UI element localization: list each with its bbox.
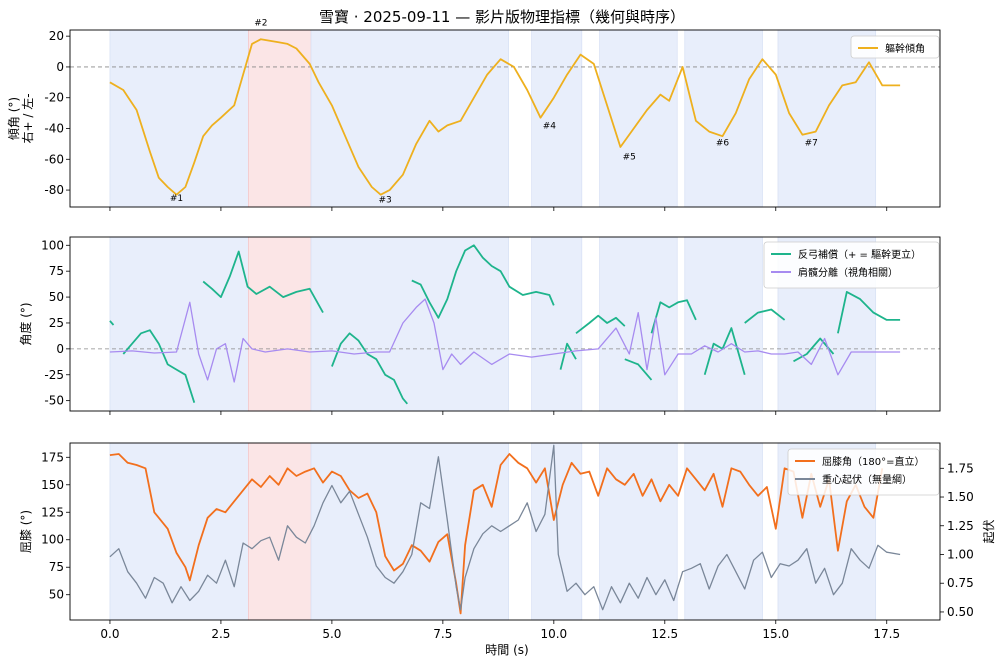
segment-band <box>310 442 509 621</box>
y-right-axis-label: 起伏 <box>982 519 996 543</box>
figure-title: 雪寶 · 2025-09-11 — 影片版物理指標（幾何與時序） <box>319 8 685 26</box>
y-tick-label: 175 <box>41 450 64 464</box>
y-tick-label: -50 <box>44 394 64 408</box>
segment-band <box>684 236 763 412</box>
segment-band <box>599 442 678 621</box>
y-tick-label: 75 <box>49 264 64 278</box>
y-tick-label: -20 <box>44 91 64 105</box>
y-tick-label: 25 <box>49 316 64 330</box>
series-line-1 <box>109 38 901 196</box>
legend-label: 屈膝角（180°=直立） <box>822 455 924 468</box>
series-line-1 <box>744 308 786 324</box>
peak-annotation: #5 <box>623 152 636 162</box>
y-tick-label: 100 <box>41 238 64 252</box>
segment-band <box>531 29 583 208</box>
series-line-1 <box>202 250 324 314</box>
y-tick-label: -60 <box>44 152 64 166</box>
y-tick-label: 50 <box>49 588 64 602</box>
legend-box <box>763 241 940 289</box>
segment-band <box>531 236 583 412</box>
series-line-2 <box>109 298 901 383</box>
legend: 屈膝角（180°=直立） 重心起伏（無量綱） <box>787 448 940 496</box>
legend: 反弓補償（+ = 驅幹更立） 肩髖分離（視角相關） <box>763 241 940 289</box>
legend-label: 重心起伏（無量綱） <box>822 473 912 486</box>
y-right-tick-label: 1.00 <box>947 547 974 561</box>
series-line-1 <box>650 299 697 334</box>
x-tick-label: 15.0 <box>762 627 789 641</box>
plot-frame <box>69 442 941 621</box>
x-tick-label: 7.5 <box>433 627 452 641</box>
y-tick-label: 50 <box>49 290 64 304</box>
x-tick-label: 10.0 <box>540 627 567 641</box>
y-tick-label: 20 <box>49 29 64 43</box>
segment-band <box>310 236 509 412</box>
segment-band <box>684 29 763 208</box>
segment-band <box>248 29 312 208</box>
peak-annotation: #3 <box>379 195 392 205</box>
series-line-1 <box>109 453 884 615</box>
peak-annotation: #4 <box>543 122 557 132</box>
segment-band <box>599 29 678 208</box>
segment-band <box>248 442 312 621</box>
y-tick-label: 100 <box>41 533 64 547</box>
legend: 軀幹傾角 <box>850 35 940 59</box>
segment-band <box>109 236 249 412</box>
series-line-1 <box>331 332 408 405</box>
y-tick-label: 75 <box>49 560 64 574</box>
series-line-1 <box>411 244 555 319</box>
y-tick-label: 0 <box>56 60 64 74</box>
x-axis-label: 時間 (s) <box>485 643 528 657</box>
segment-band <box>109 29 249 208</box>
legend-label: 反弓補償（+ = 驅幹更立） <box>798 248 921 261</box>
panel-3: 175 150 125 100 75 50 1.75 1.50 1.25 1.00 0.75 0.50… <box>19 442 996 641</box>
x-tick-label: 17.5 <box>873 627 900 641</box>
y-tick-label: -80 <box>44 183 64 197</box>
segment-band <box>109 442 249 621</box>
y-right-tick-label: 1.50 <box>947 490 974 504</box>
x-tick-label: 12.5 <box>651 627 678 641</box>
segment-band <box>310 29 509 208</box>
peak-annotation: #7 <box>805 138 818 148</box>
y-right-tick-label: 0.50 <box>947 605 974 619</box>
y-tick-label: 125 <box>41 505 64 519</box>
x-tick-label: 0.0 <box>100 627 119 641</box>
y-axis-label: 傾角 (°) <box>7 97 21 140</box>
segment-band <box>599 236 678 412</box>
plot-frame <box>69 29 941 208</box>
segment-band <box>777 29 877 208</box>
series-line-1 <box>559 342 577 370</box>
series-line-1 <box>122 329 196 403</box>
panel-1: #1 #2 #3 #4 #5 #6 #7 20 0 -20 -40 -60 -80 傾角 (°) 右+ / … <box>7 18 941 211</box>
y-right-tick-label: 0.75 <box>947 576 974 590</box>
y-tick-label: 150 <box>41 478 64 492</box>
y-tick-label: 0 <box>56 342 64 356</box>
segment-band <box>248 236 312 412</box>
peak-annotation: #6 <box>716 138 730 148</box>
y-axis-label: 屈膝 (°) <box>19 510 33 553</box>
legend-label: 肩髖分離（視角相關） <box>798 266 898 279</box>
legend-box <box>850 35 940 59</box>
series-line-2 <box>109 444 901 611</box>
x-tick-label: 5.0 <box>322 627 341 641</box>
peak-annotation: #2 <box>254 18 267 28</box>
panel-2: 100 75 50 25 0 -25 -50 角度 (°) 反弓補償（+ = 驅幹更立） 肩髖分離… <box>18 236 941 415</box>
y-right-tick-label: 1.25 <box>947 519 974 533</box>
series-line-1 <box>837 290 901 334</box>
series-line-1 <box>624 358 653 381</box>
legend-label: 軀幹傾角 <box>885 42 925 55</box>
legend-box <box>787 448 940 496</box>
panels: #1 #2 #3 #4 #5 #6 #7 20 0 -20 -40 -60 -80 傾角 (°) 右+ / … <box>7 18 996 641</box>
y-axis-label: 角度 (°) <box>18 302 33 345</box>
y-tick-label: -25 <box>44 368 64 382</box>
segment-band <box>684 442 763 621</box>
y-tick-label: -40 <box>44 122 64 136</box>
x-tick-label: 2.5 <box>211 627 230 641</box>
series-line-1 <box>575 314 626 335</box>
plot-frame <box>69 236 941 412</box>
y-axis-label: 右+ / 左- <box>20 93 35 143</box>
peak-annotation: #1 <box>170 194 183 204</box>
series-line-1 <box>109 320 115 326</box>
y-right-tick-label: 1.75 <box>947 461 974 475</box>
